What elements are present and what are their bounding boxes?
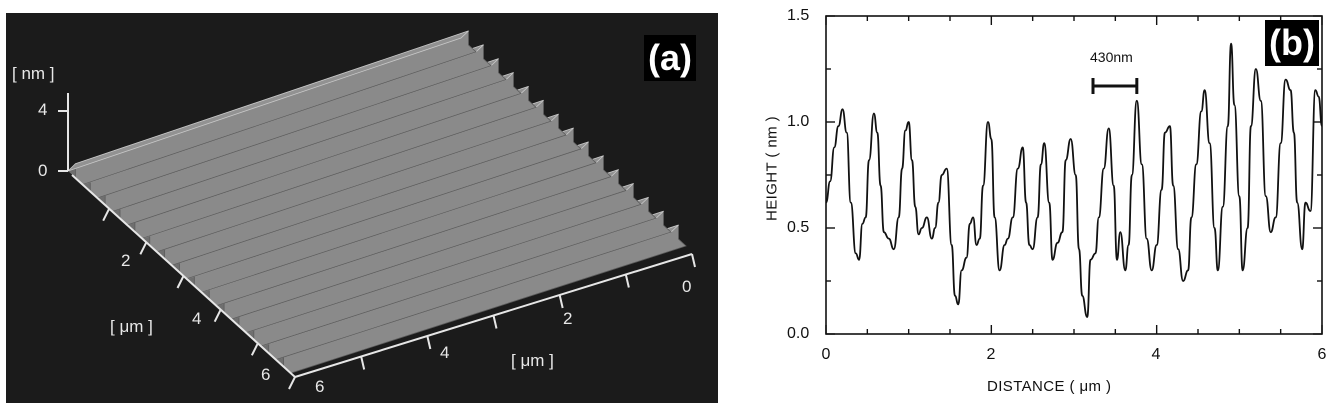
z-tick-0: 0 [38,161,48,180]
right-axis-tick-mark-0 [691,253,696,268]
ridge-crest-0 [67,30,469,172]
afm-3d-surface [58,30,696,390]
right-axis-tick-mark-1 [624,274,630,288]
panel-b-height-profile: (b) 1.5 1.0 0.5 0.0 0 2 4 6 DISTANCE ( μ… [735,0,1343,409]
y-tick-label-1-5: 1.5 [787,7,810,24]
y-tick-label-0-0: 0.0 [787,325,810,342]
period-annotation-label: 430nm [1090,49,1133,65]
period-annotation [1091,78,1139,94]
left-axis-tick-mark-5 [250,342,259,356]
surface-axes [58,93,696,390]
panel-a-label: (a) [644,35,696,81]
right-axis-unit: [ μm ] [511,351,554,370]
right-axis-tick-mark-4 [426,335,432,350]
right-axis-tick-2: 2 [563,309,573,328]
right-axis-tick-4: 4 [440,343,450,362]
left-axis-tick-6: 6 [261,365,271,384]
right-axis-tick-mark-2 [558,294,564,309]
left-axis-tick-2: 2 [121,251,131,270]
y-axis-label: HEIGHT ( nm ) [763,116,781,221]
z-axis-unit: [ nm ] [12,64,55,83]
x-axis-label: DISTANCE ( μm ) [987,378,1112,395]
left-axis-tick-mark-2 [139,241,148,255]
y-tick-label-1-0: 1.0 [787,113,810,130]
left-axis-tick-mark-6 [288,376,296,390]
x-tick-label-4: 4 [1151,346,1161,363]
x-tick-label-0: 0 [821,346,831,363]
chart-axes [825,15,1323,335]
height-profile-chart [825,15,1323,335]
x-tick-label-2: 2 [986,346,996,363]
height-profile-line-0 [825,42,1323,318]
panel-a-afm-surface: (a) [ nm ] 4 0 2 4 6 [ μm ] 0 2 4 6 [ μm… [6,13,718,403]
left-axis-unit: [ μm ] [110,317,153,336]
x-tick-label-6: 6 [1317,346,1327,363]
left-axis-tick-mark-4 [213,309,222,323]
left-axis-tick-mark-3 [176,275,185,289]
panel-b-label: (b) [1265,20,1319,66]
right-axis-tick-0: 0 [682,277,692,296]
surface-ridges [67,30,687,374]
z-tick-4: 4 [38,100,48,119]
y-tick-label-0-5: 0.5 [787,219,810,236]
left-axis-tick-4: 4 [192,309,202,328]
plot-frame [825,15,1323,335]
right-axis-tick-6: 6 [315,377,325,396]
right-axis-tick-mark-5 [360,356,366,370]
right-axis-tick-mark-3 [492,315,498,329]
left-axis-tick-mark-1 [102,208,111,222]
chart-lines [825,42,1323,318]
